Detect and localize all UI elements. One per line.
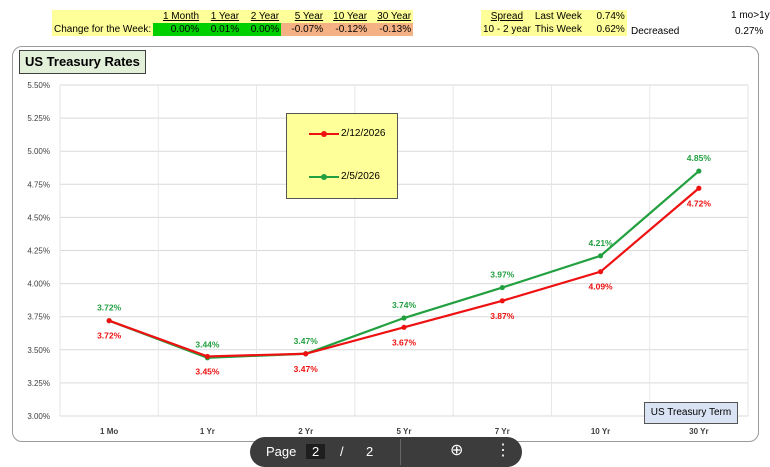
- data-label-series-2: 4.85%: [687, 153, 712, 163]
- change-label: Change for the Week:: [54, 24, 152, 35]
- legend-line-marker: [309, 129, 339, 139]
- data-point-series-1: [401, 324, 407, 330]
- y-tick-label: 4.75%: [27, 180, 50, 189]
- x-tick-label: 1 Mo: [100, 427, 118, 436]
- spread-term-label: 10 - 2 year: [483, 24, 531, 35]
- data-label-series-1: 3.67%: [392, 337, 417, 347]
- y-tick-label: 5.50%: [27, 81, 50, 90]
- pdf-page-toolbar[interactable]: Page 2 / 2 ⊕ ⋮: [250, 437, 522, 467]
- y-tick-label: 5.00%: [27, 147, 50, 156]
- y-tick-label: 3.75%: [27, 313, 50, 322]
- x-tick-label: 1 Yr: [200, 427, 215, 436]
- data-label-series-1: 4.09%: [589, 282, 614, 292]
- data-label-series-1: 3.87%: [490, 311, 515, 321]
- data-point-series-1: [696, 185, 702, 191]
- x-tick-label: 30 Yr: [689, 427, 708, 436]
- chart-title[interactable]: US Treasury Rates: [19, 50, 146, 74]
- change-30-year: -0.13%: [369, 23, 414, 36]
- legend-label-series-2: 2/5/2026: [341, 171, 380, 182]
- legend-line-marker: [309, 172, 339, 182]
- data-point-series-1: [204, 353, 211, 360]
- data-label-series-1: 4.72%: [687, 198, 712, 208]
- header-2-year: 2 Year: [250, 11, 280, 22]
- extra-label: 1 mo>1yr: [731, 10, 770, 21]
- toolbar-divider: [400, 439, 401, 465]
- weekly-change-table: 1 Month 1 Year 2 Year 5 Year 10 Year 30 …: [52, 10, 414, 36]
- more-icon[interactable]: ⋮: [495, 442, 511, 459]
- y-tick-label: 4.50%: [27, 213, 50, 222]
- legend-item-series-2: 2/5/2026: [309, 171, 380, 182]
- spread-this-week-label: This Week: [534, 24, 582, 35]
- header-1-year: 1 Year: [210, 11, 240, 22]
- header-10-year: 10 Year: [333, 11, 368, 22]
- data-label-series-2: 3.47%: [294, 336, 319, 346]
- change-1-month: 0.00%: [153, 23, 202, 36]
- change-1-year: 0.01%: [201, 23, 242, 36]
- y-tick-label: 3.50%: [27, 346, 50, 355]
- data-point-series-1: [303, 351, 309, 357]
- header-30-year: 30 Year: [377, 11, 412, 22]
- change-10-year: -0.12%: [325, 23, 370, 36]
- y-tick-label: 4.00%: [27, 280, 50, 289]
- data-label-series-1: 3.47%: [294, 364, 319, 374]
- data-label-series-2: 4.21%: [589, 238, 614, 248]
- data-label-series-1: 3.72%: [97, 331, 122, 341]
- header-1-month: 1 Month: [162, 11, 200, 22]
- y-tick-label: 3.25%: [27, 379, 50, 388]
- data-point-series-2: [597, 253, 604, 259]
- spread-table: Spread Last Week 0.74% 10 - 2 year This …: [481, 10, 627, 36]
- spread-status: Decreased: [631, 26, 680, 37]
- change-2-year: 0.00%: [241, 23, 282, 36]
- zoom-in-icon[interactable]: ⊕: [450, 442, 464, 459]
- data-label-series-1: 3.45%: [195, 366, 220, 376]
- x-tick-label: 10 Yr: [591, 427, 610, 436]
- data-point-series-1: [597, 269, 604, 275]
- chart-legend[interactable]: 2/12/2026 2/5/2026: [286, 113, 398, 199]
- legend-label-series-1: 2/12/2026: [341, 128, 386, 139]
- header-5-year: 5 Year: [294, 11, 324, 22]
- spread-last-week-label: Last Week: [534, 11, 582, 22]
- y-tick-label: 4.25%: [27, 247, 50, 256]
- spread-header: Spread: [490, 11, 524, 22]
- change-5-year: -0.07%: [281, 23, 326, 36]
- treasury-rates-chart: 3.00% 3.25% 3.50% 3.75% 4.00% 4.25% 4.50% 4.75%…: [27, 81, 749, 436]
- spread-last-week-value: 0.74%: [596, 11, 625, 22]
- y-tick-label: 3.00%: [27, 412, 50, 421]
- data-label-series-2: 3.97%: [490, 270, 515, 280]
- spread-this-week-value: 0.62%: [596, 24, 625, 35]
- series-line-1: [108, 187, 700, 358]
- x-tick-label: 5 Yr: [397, 427, 412, 436]
- x-tick-label: 2 Yr: [298, 427, 313, 436]
- y-tick-label: 5.25%: [27, 114, 50, 123]
- axis-title-term[interactable]: US Treasury Term: [644, 402, 738, 424]
- data-point-series-2: [499, 284, 505, 291]
- legend-item-series-1: 2/12/2026: [309, 128, 386, 139]
- data-label-series-2: 3.74%: [392, 300, 417, 310]
- data-point-series-2: [401, 315, 407, 321]
- data-point-series-1: [106, 318, 112, 324]
- data-label-series-2: 3.44%: [195, 340, 220, 350]
- data-point-series-1: [499, 298, 505, 304]
- data-label-series-2: 3.72%: [97, 303, 122, 313]
- x-tick-label: 7 Yr: [495, 427, 510, 436]
- extra-value: 0.27%: [735, 26, 764, 37]
- data-point-series-2: [696, 168, 702, 174]
